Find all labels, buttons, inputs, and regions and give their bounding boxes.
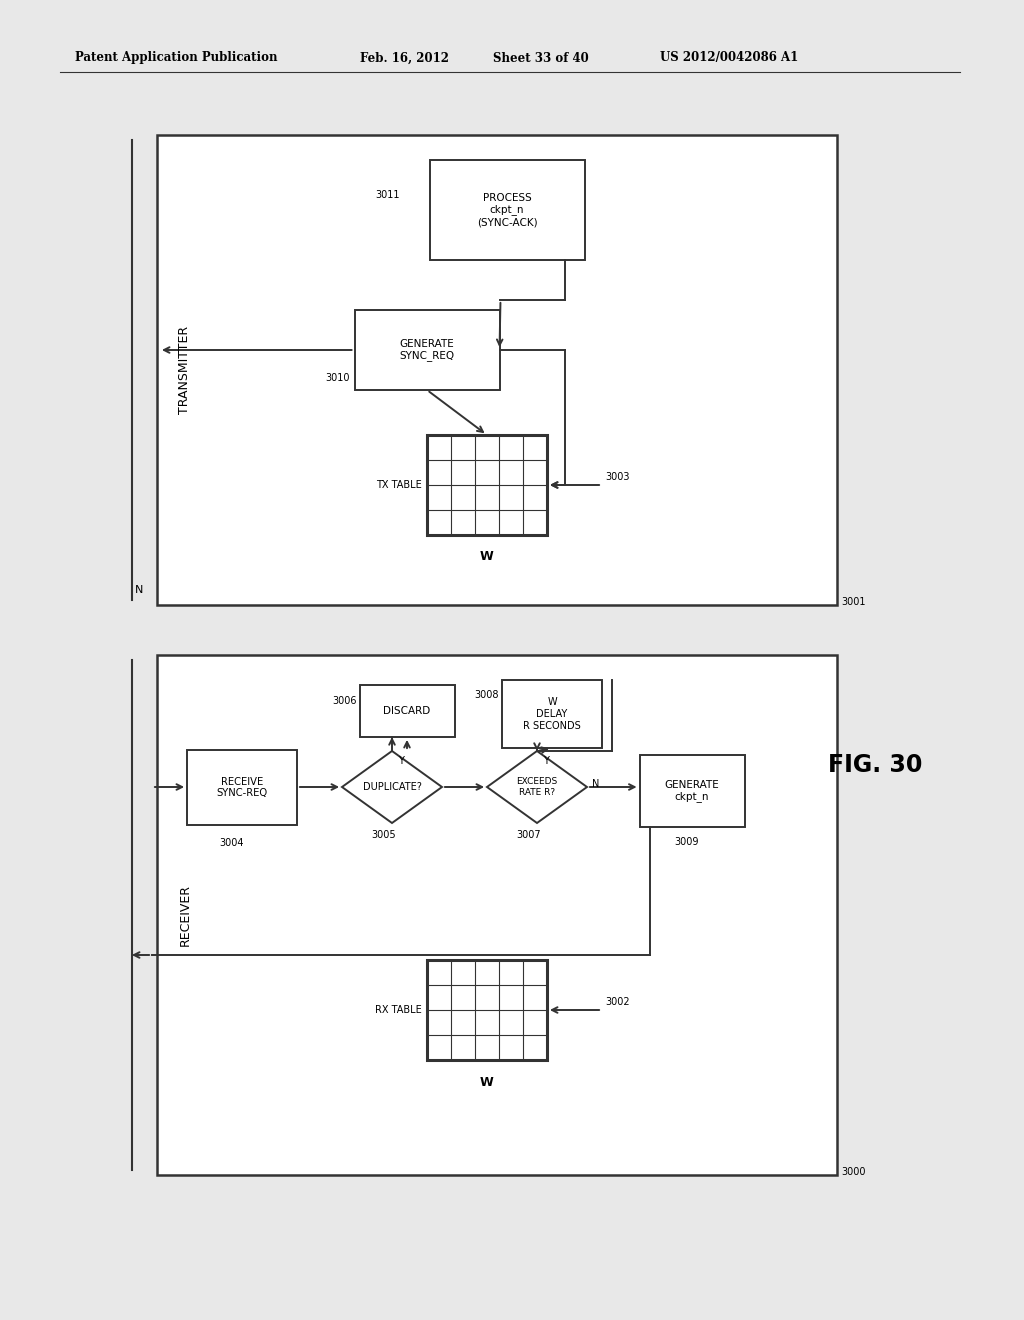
Text: W: W bbox=[480, 550, 494, 564]
Text: 3011: 3011 bbox=[375, 190, 399, 201]
Text: DUPLICATE?: DUPLICATE? bbox=[362, 781, 422, 792]
Bar bbox=[354, 310, 500, 389]
Text: 3001: 3001 bbox=[841, 597, 865, 607]
Text: RECEIVE
SYNC-REQ: RECEIVE SYNC-REQ bbox=[216, 776, 267, 799]
Polygon shape bbox=[342, 751, 442, 822]
Bar bbox=[359, 685, 455, 737]
Text: GENERATE
ckpt_n: GENERATE ckpt_n bbox=[665, 780, 720, 803]
Text: RECEIVER: RECEIVER bbox=[178, 884, 191, 946]
Text: Patent Application Publication: Patent Application Publication bbox=[75, 51, 278, 65]
Text: 3002: 3002 bbox=[605, 997, 630, 1007]
Text: Sheet 33 of 40: Sheet 33 of 40 bbox=[493, 51, 589, 65]
Text: 3009: 3009 bbox=[675, 837, 699, 847]
Text: GENERATE
SYNC_REQ: GENERATE SYNC_REQ bbox=[399, 339, 455, 362]
Bar bbox=[187, 750, 297, 825]
Bar bbox=[502, 680, 602, 748]
Text: DISCARD: DISCARD bbox=[383, 706, 431, 715]
Text: TX TABLE: TX TABLE bbox=[376, 480, 422, 490]
Text: 3007: 3007 bbox=[517, 830, 542, 840]
Text: EXCEEDS
RATE R?: EXCEEDS RATE R? bbox=[516, 777, 558, 797]
Text: 3004: 3004 bbox=[220, 838, 245, 847]
Polygon shape bbox=[487, 751, 587, 822]
Text: W
DELAY
R SECONDS: W DELAY R SECONDS bbox=[523, 697, 581, 730]
Text: 3006: 3006 bbox=[332, 696, 356, 706]
Bar bbox=[157, 655, 837, 1175]
Bar bbox=[427, 960, 547, 1060]
Bar bbox=[157, 135, 837, 605]
Text: Y: Y bbox=[543, 756, 549, 766]
Text: N: N bbox=[592, 779, 599, 789]
Text: Feb. 16, 2012: Feb. 16, 2012 bbox=[360, 51, 449, 65]
Text: 3000: 3000 bbox=[841, 1167, 865, 1177]
Text: N: N bbox=[135, 585, 143, 595]
Text: 3008: 3008 bbox=[474, 690, 499, 700]
Text: PROCESS
ckpt_n
(SYNC-ACK): PROCESS ckpt_n (SYNC-ACK) bbox=[477, 193, 538, 227]
Text: 3005: 3005 bbox=[372, 830, 396, 840]
Bar bbox=[427, 436, 547, 535]
Text: US 2012/0042086 A1: US 2012/0042086 A1 bbox=[660, 51, 799, 65]
Text: TRANSMITTER: TRANSMITTER bbox=[178, 326, 191, 414]
Text: 3010: 3010 bbox=[325, 374, 349, 383]
Text: Y: Y bbox=[398, 756, 403, 766]
Text: W: W bbox=[480, 1076, 494, 1089]
Text: FIG. 30: FIG. 30 bbox=[827, 752, 923, 777]
Bar bbox=[640, 755, 744, 828]
Text: 3003: 3003 bbox=[605, 473, 630, 482]
Bar bbox=[429, 160, 585, 260]
Text: RX TABLE: RX TABLE bbox=[375, 1005, 422, 1015]
